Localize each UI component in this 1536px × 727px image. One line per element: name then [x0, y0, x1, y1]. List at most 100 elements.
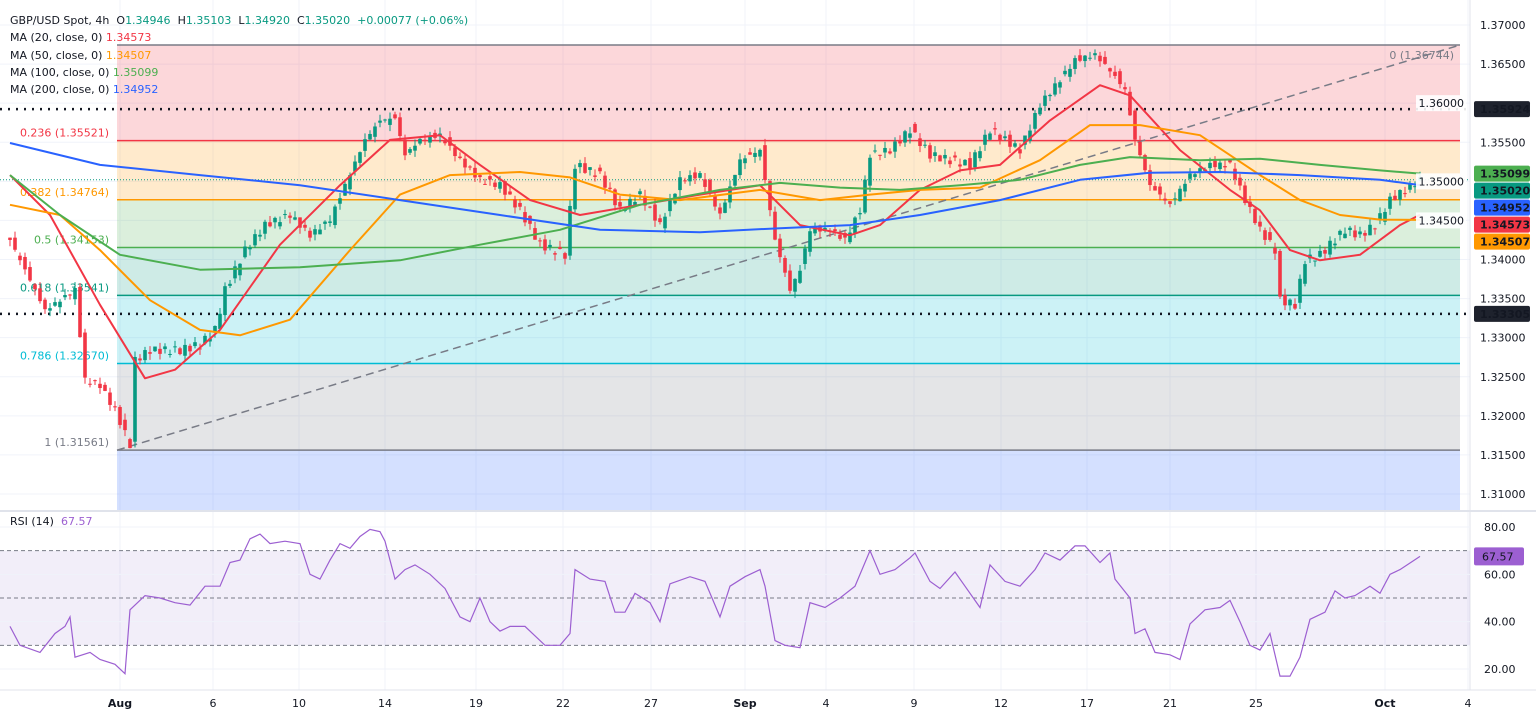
candle-body [183, 344, 187, 356]
fib-band [117, 363, 1460, 451]
candle-body [1088, 57, 1092, 59]
time-tick-label: Aug [108, 697, 132, 710]
time-tick-label: Oct [1374, 697, 1395, 710]
candle [588, 167, 592, 176]
price-badge-bg [1474, 101, 1530, 118]
candle-body [548, 244, 552, 248]
candle [88, 377, 92, 388]
candle [1068, 64, 1072, 82]
price-tick-bg [1416, 95, 1466, 112]
candle [288, 212, 292, 224]
fib-level-label: 0.786 (1.32670) [20, 349, 109, 362]
price-tick-label: 1.32500 [1480, 371, 1526, 384]
candle-body [393, 114, 397, 119]
price-tick-bg [1416, 173, 1466, 190]
candle [328, 215, 332, 227]
symbol-label[interactable]: GBP/USD Spot, 4h [10, 14, 110, 27]
candle [543, 234, 547, 255]
candle [548, 239, 552, 251]
candle [33, 282, 37, 296]
ma-label: MA (20, close, 0) [10, 31, 103, 45]
price-tick-label: 1.36000 [1419, 97, 1465, 110]
price-axis [1470, 0, 1536, 727]
rsi-badge-label: 67.57 [1482, 550, 1514, 563]
candle-body [678, 177, 682, 191]
candle-body [1403, 193, 1407, 195]
candle-body [553, 253, 557, 255]
candle-body [1083, 55, 1087, 62]
rsi-badge-bg [1474, 547, 1524, 566]
candle-body [468, 166, 472, 168]
candle-body [338, 198, 342, 204]
candle [1108, 67, 1112, 78]
candle [978, 146, 982, 162]
candle [643, 189, 647, 211]
candle-body [933, 152, 937, 157]
rsi-tick-label: 60.00 [1484, 568, 1516, 581]
candle-body [1293, 303, 1297, 309]
candle [653, 198, 657, 227]
candle [613, 188, 617, 211]
candle-body [703, 179, 707, 187]
candle [943, 149, 947, 165]
ma50-legend[interactable]: MA (50, close, 0) 1.34507 [10, 47, 468, 64]
candle [18, 252, 22, 266]
candle [243, 240, 247, 259]
candle-body [918, 138, 922, 147]
ma20-legend[interactable]: MA (20, close, 0) 1.34573 [10, 29, 468, 46]
fib-band [117, 199, 1460, 248]
candle [1008, 130, 1012, 153]
candle-body [143, 350, 147, 361]
candle [678, 171, 682, 197]
rsi-legend[interactable]: RSI (14) 67.57 [10, 515, 92, 528]
candle [1003, 130, 1007, 141]
candle-body [208, 338, 212, 342]
ma200-legend[interactable]: MA (200, close, 0) 1.34952 [10, 81, 468, 98]
candle-body [1338, 230, 1342, 235]
candle-body [1288, 299, 1292, 306]
candle [278, 216, 282, 230]
candle-body [1368, 224, 1372, 236]
candle [568, 200, 572, 260]
candle [28, 261, 32, 283]
candle-body [1388, 196, 1392, 209]
candle [138, 354, 142, 365]
candle-body [1118, 71, 1122, 85]
candle [783, 255, 787, 277]
candle [1403, 186, 1407, 198]
candle-body [698, 173, 702, 178]
candle [843, 231, 847, 244]
rsi-line [9, 528, 1421, 677]
candle [953, 151, 957, 162]
candle-body [1223, 166, 1227, 168]
candle-body [1283, 294, 1287, 306]
candle-body [158, 348, 162, 354]
candle [128, 437, 132, 449]
candle [763, 138, 767, 184]
candle-body [368, 133, 372, 140]
candle-body [993, 128, 997, 130]
candle-body [808, 231, 812, 252]
candle [53, 297, 57, 307]
candle [383, 118, 387, 123]
time-tick-label: 17 [1080, 697, 1094, 710]
candle-body [1023, 135, 1027, 145]
candle-body [968, 158, 972, 169]
candle-body [53, 302, 57, 306]
candle [313, 224, 317, 241]
candle [1028, 124, 1032, 144]
candle-body [538, 240, 542, 242]
ma100-legend[interactable]: MA (100, close, 0) 1.35099 [10, 64, 468, 81]
candle-body [903, 131, 907, 143]
price-badge: 1.33305 [1474, 305, 1530, 322]
candle [1358, 226, 1362, 239]
candle [1033, 109, 1037, 136]
candle [318, 224, 322, 235]
candle-body [1363, 232, 1367, 236]
candle [363, 133, 367, 158]
time-tick-label: 25 [1249, 697, 1263, 710]
candle [1328, 236, 1332, 258]
candle-body [638, 191, 642, 195]
rsi-label: RSI (14) [10, 515, 54, 528]
